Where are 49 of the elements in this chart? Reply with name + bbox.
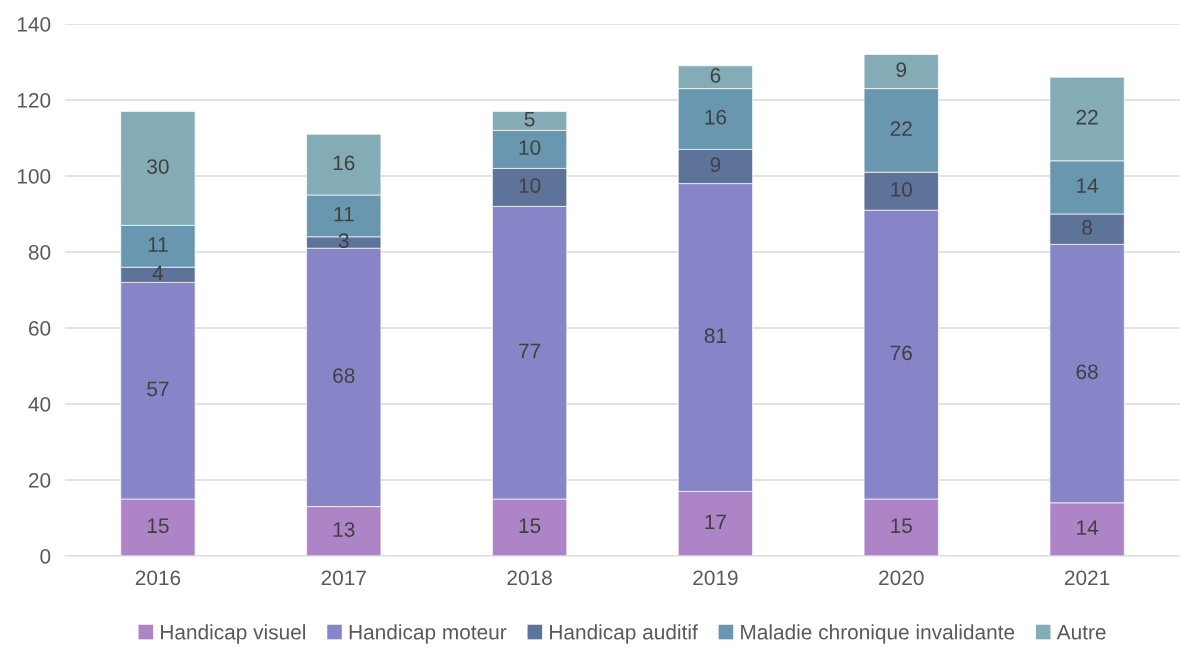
y-tick-label: 20 xyxy=(28,473,51,488)
x-tick-label: 2016 xyxy=(135,570,181,586)
data-label: 14 xyxy=(1077,520,1099,535)
data-label: 11 xyxy=(334,206,354,222)
data-label: 76 xyxy=(890,345,912,361)
data-label: 57 xyxy=(147,381,169,397)
x-tick-label: 2019 xyxy=(693,570,738,586)
data-label: 15 xyxy=(891,518,912,534)
x-tick-label: 2017 xyxy=(321,570,366,586)
x-tick-label: 2018 xyxy=(507,570,552,586)
y-tick-label: 0 xyxy=(40,549,51,564)
data-label: 3 xyxy=(338,233,349,249)
y-tick-label: 140 xyxy=(17,17,51,32)
x-tick-label: 2020 xyxy=(879,570,924,586)
data-label: 9 xyxy=(710,157,721,173)
data-label: 6 xyxy=(710,68,721,83)
data-label: 13 xyxy=(333,522,355,537)
y-tick-label: 40 xyxy=(28,397,51,412)
data-label: 10 xyxy=(519,140,541,155)
legend-label: Autre xyxy=(1056,624,1106,640)
data-label: 10 xyxy=(519,178,541,193)
y-tick-label: 100 xyxy=(17,169,51,184)
legend-label: Handicap visuel xyxy=(161,624,306,644)
data-label: 16 xyxy=(333,155,355,171)
data-label: 68 xyxy=(1076,364,1098,380)
data-label: 16 xyxy=(705,109,727,125)
data-label: 11 xyxy=(148,237,168,252)
data-label: 8 xyxy=(1082,220,1092,235)
data-label: 15 xyxy=(519,518,541,534)
legend-label: Handicap moteur xyxy=(349,624,507,644)
y-tick-label: 120 xyxy=(17,93,51,108)
data-label: 81 xyxy=(704,328,726,344)
y-tick-label: 60 xyxy=(29,321,51,336)
legend-label: Handicap auditif xyxy=(550,624,698,644)
legend-label: Maladie chronique invalidante xyxy=(741,624,1015,644)
x-tick-label: 2021 xyxy=(1064,570,1110,586)
data-label: 22 xyxy=(1076,109,1098,125)
data-label: 77 xyxy=(519,343,541,359)
y-tick-label: 80 xyxy=(28,245,51,260)
data-label: 4 xyxy=(152,265,164,281)
data-label: 10 xyxy=(891,182,913,197)
data-label: 5 xyxy=(524,111,535,127)
data-label: 15 xyxy=(147,518,169,534)
data-label: 17 xyxy=(705,514,726,530)
data-label: 14 xyxy=(1077,178,1099,193)
data-label: 9 xyxy=(896,62,907,78)
data-label: 22 xyxy=(890,121,912,136)
data-label: 30 xyxy=(147,159,169,174)
data-label: 68 xyxy=(333,368,355,383)
